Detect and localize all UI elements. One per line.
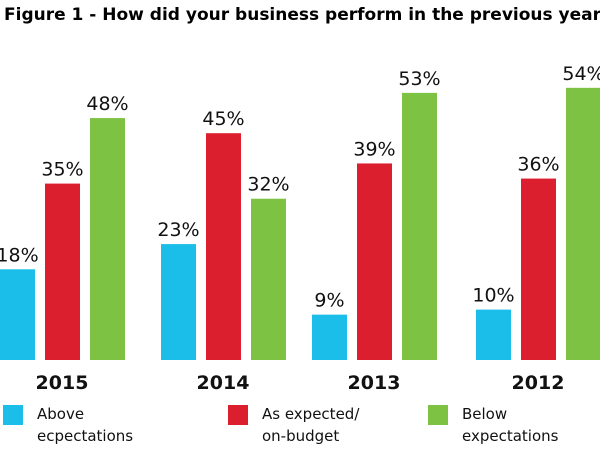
category-label-2014: 2014 <box>197 372 250 394</box>
bar-2012-series-0 <box>476 309 511 360</box>
legend: Above ecpectations As expected/on-budget Be… <box>3 405 559 445</box>
bar-2012-series-1 <box>521 178 556 360</box>
bar-2012-series-2 <box>566 87 600 360</box>
bar-2015-series-1 <box>45 183 80 360</box>
value-label-2013-series-1: 39% <box>353 138 395 160</box>
legend-label-series-0-line-0: Above <box>37 405 84 423</box>
value-label-2012-series-0: 10% <box>472 285 514 307</box>
bar-2013-series-1 <box>357 163 392 360</box>
value-label-2015-series-2: 48% <box>86 93 128 115</box>
bar-2015-series-0 <box>0 269 35 360</box>
legend-swatch-series-2 <box>428 405 448 425</box>
bar-2014-series-1 <box>206 133 241 360</box>
bars-group <box>0 87 600 360</box>
bar-2013-series-2 <box>402 92 437 360</box>
value-label-2014-series-1: 45% <box>202 108 244 130</box>
category-label-2012: 2012 <box>512 372 565 394</box>
bar-2013-series-0 <box>312 314 347 360</box>
category-labels-group: 2015 2014 2013 2012 <box>36 372 565 394</box>
value-label-2015-series-1: 35% <box>41 159 83 181</box>
value-labels-group: 18% 35% 48% 23% 45% 32% 9% 39% 53% 10% 36% 54% <box>0 63 600 312</box>
bar-2014-series-2 <box>251 198 286 360</box>
legend-label-series-1-line-0: As expected/ <box>262 405 360 423</box>
value-label-2014-series-2: 32% <box>247 174 289 196</box>
value-label-2014-series-0: 23% <box>157 219 199 241</box>
chart-title: Figure 1 - How did your business perform… <box>4 5 600 25</box>
bar-2014-series-0 <box>161 244 196 360</box>
legend-label-series-0-line-1: ecpectations <box>37 427 133 445</box>
legend-label-series-1-line-1: on-budget <box>262 427 339 445</box>
legend-label-series-2-line-0: Below <box>462 405 507 423</box>
bar-2015-series-2 <box>90 118 125 360</box>
value-label-2015-series-0: 18% <box>0 244 39 266</box>
legend-label-series-2-line-1: expectations <box>462 427 559 445</box>
category-label-2015: 2015 <box>36 372 89 394</box>
value-label-2013-series-0: 9% <box>314 290 344 312</box>
value-label-2012-series-2: 54% <box>562 63 600 85</box>
legend-swatch-series-0 <box>3 405 23 425</box>
category-label-2013: 2013 <box>348 372 401 394</box>
legend-swatch-series-1 <box>228 405 248 425</box>
value-label-2012-series-1: 36% <box>517 154 559 176</box>
value-label-2013-series-2: 53% <box>398 68 440 90</box>
